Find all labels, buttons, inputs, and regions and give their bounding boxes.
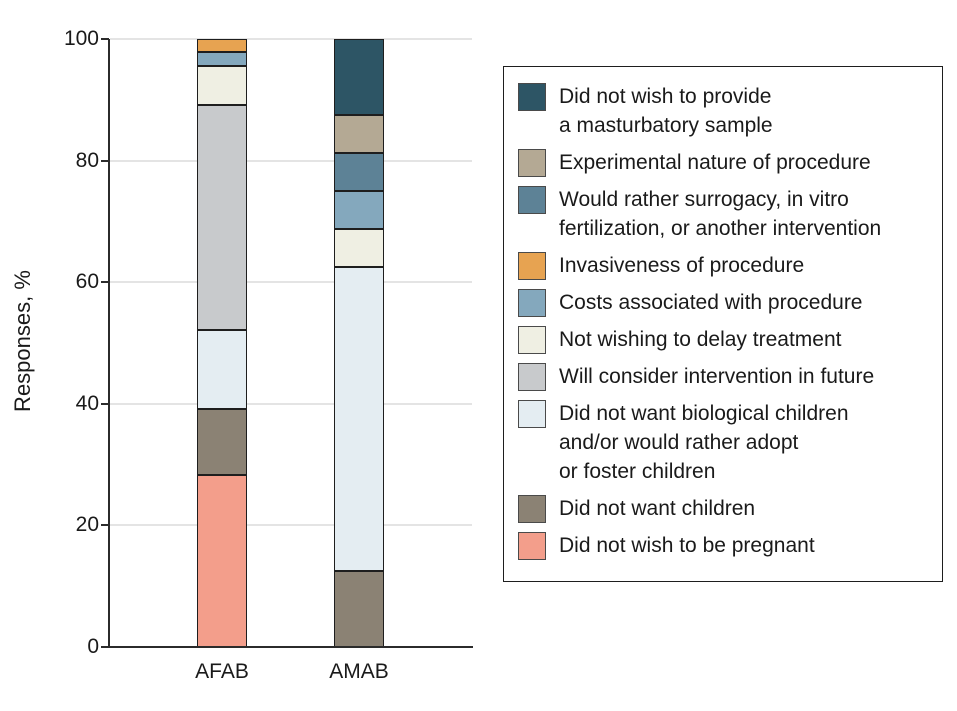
legend-swatch bbox=[518, 326, 546, 354]
bar-segment bbox=[334, 153, 384, 191]
legend-label: Not wishing to delay treatment bbox=[559, 328, 842, 351]
bar-segment bbox=[197, 39, 247, 53]
y-tick-label: 40 bbox=[75, 391, 99, 415]
gridline bbox=[110, 159, 472, 162]
legend-swatch bbox=[518, 149, 546, 177]
bar-segment bbox=[334, 115, 384, 153]
y-tick-mark bbox=[101, 524, 109, 527]
y-tick-mark bbox=[101, 281, 109, 284]
legend: Did not wish to provide a masturbatory s… bbox=[503, 66, 943, 582]
legend-item: Will consider intervention in future bbox=[518, 363, 928, 391]
legend-label: Experimental nature of procedure bbox=[559, 151, 871, 174]
bar-segment bbox=[197, 65, 247, 106]
legend-swatch bbox=[518, 83, 546, 111]
gridline bbox=[110, 38, 472, 40]
y-axis-label: Responses, % bbox=[10, 270, 35, 412]
bar-segment bbox=[197, 408, 247, 475]
y-axis-line bbox=[108, 39, 110, 648]
legend-label: Did not want biological children and/or … bbox=[559, 402, 849, 483]
y-tick-label: 20 bbox=[75, 513, 99, 537]
bar-segment bbox=[197, 105, 247, 330]
gridline bbox=[110, 402, 472, 405]
bar-segment bbox=[334, 267, 384, 571]
legend-item: Experimental nature of procedure bbox=[518, 149, 928, 177]
bar-segment bbox=[197, 329, 247, 409]
legend-label: Costs associated with procedure bbox=[559, 291, 863, 314]
legend-swatch bbox=[518, 532, 546, 560]
legend-label: Did not want children bbox=[559, 497, 756, 520]
bar-segment bbox=[197, 52, 247, 66]
legend-label: Would rather surrogacy, in vitro fertili… bbox=[559, 188, 882, 240]
legend-label: Will consider intervention in future bbox=[559, 365, 875, 388]
legend-item: Costs associated with procedure bbox=[518, 289, 928, 317]
category-label: AFAB bbox=[195, 660, 249, 683]
legend-item: Did not want children bbox=[518, 495, 928, 523]
x-axis-line bbox=[108, 646, 473, 648]
y-tick-mark bbox=[101, 38, 109, 40]
legend-item: Did not wish to be pregnant bbox=[518, 532, 928, 560]
legend-item: Not wishing to delay treatment bbox=[518, 326, 928, 354]
y-tick-mark bbox=[101, 159, 109, 162]
y-tick-mark bbox=[101, 646, 109, 648]
legend-label: Did not wish to provide a masturbatory s… bbox=[559, 85, 773, 137]
category-label: AMAB bbox=[329, 660, 389, 683]
y-tick-label: 80 bbox=[75, 148, 99, 172]
y-tick-label: 100 bbox=[63, 27, 99, 50]
legend-swatch bbox=[518, 252, 546, 280]
gridline bbox=[110, 281, 472, 284]
legend-swatch bbox=[518, 495, 546, 523]
legend-label: Invasiveness of procedure bbox=[559, 254, 805, 277]
legend-label: Did not wish to be pregnant bbox=[559, 534, 815, 557]
y-tick-label: 0 bbox=[87, 635, 99, 658]
legend-item: Would rather surrogacy, in vitro fertili… bbox=[518, 186, 928, 243]
bar-segment bbox=[334, 191, 384, 229]
legend-item: Did not wish to provide a masturbatory s… bbox=[518, 83, 928, 140]
legend-item: Did not want biological children and/or … bbox=[518, 400, 928, 486]
y-tick-mark bbox=[101, 402, 109, 405]
legend-swatch bbox=[518, 289, 546, 317]
legend-swatch bbox=[518, 400, 546, 428]
legend-swatch bbox=[518, 186, 546, 214]
legend-item: Invasiveness of procedure bbox=[518, 252, 928, 280]
y-tick-label: 60 bbox=[75, 270, 99, 294]
bar-segment bbox=[334, 39, 384, 115]
bar-segment bbox=[334, 571, 384, 647]
legend-swatch bbox=[518, 363, 546, 391]
bar-segment bbox=[197, 474, 247, 647]
gridline bbox=[110, 524, 472, 527]
bar-segment bbox=[334, 229, 384, 267]
